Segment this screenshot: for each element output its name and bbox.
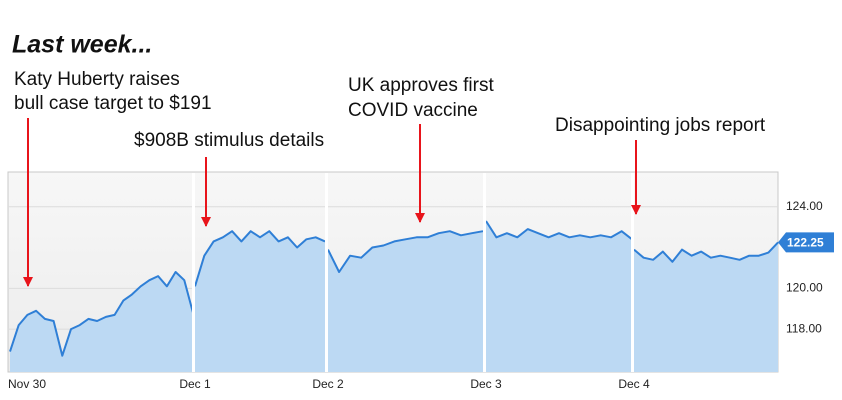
price-badge (778, 232, 834, 253)
area (328, 231, 483, 372)
area (486, 221, 632, 372)
price-line (9, 271, 194, 357)
annotation: bull case target to $191 (14, 93, 212, 114)
price-line (194, 230, 326, 287)
arrows (23, 118, 641, 287)
y-tick-label: 124.00 (786, 199, 823, 213)
x-tick-label: Dec 2 (312, 377, 344, 391)
area (195, 231, 325, 372)
x-tick-label: Nov 30 (8, 377, 46, 391)
annotation: Katy Huberty raises (14, 69, 180, 90)
y-tick-label: 118.00 (786, 321, 822, 335)
x-tick-label: Dec 4 (618, 377, 650, 391)
annotation: Disappointing jobs report (555, 115, 766, 136)
annotation: UK approves first (348, 75, 494, 96)
area (634, 242, 778, 372)
area (10, 272, 193, 372)
price-line (327, 230, 484, 273)
annotation: $908B stimulus details (134, 130, 324, 151)
price-badge-label: 122.25 (787, 236, 824, 250)
chart-title: Last week... (12, 31, 152, 59)
price-line (633, 241, 779, 263)
x-tick-label: Dec 1 (179, 377, 211, 391)
price-line (485, 220, 633, 241)
annotation: COVID vaccine (348, 100, 478, 121)
y-tick-label: 120.00 (786, 280, 823, 294)
x-tick-label: Dec 3 (470, 377, 502, 391)
